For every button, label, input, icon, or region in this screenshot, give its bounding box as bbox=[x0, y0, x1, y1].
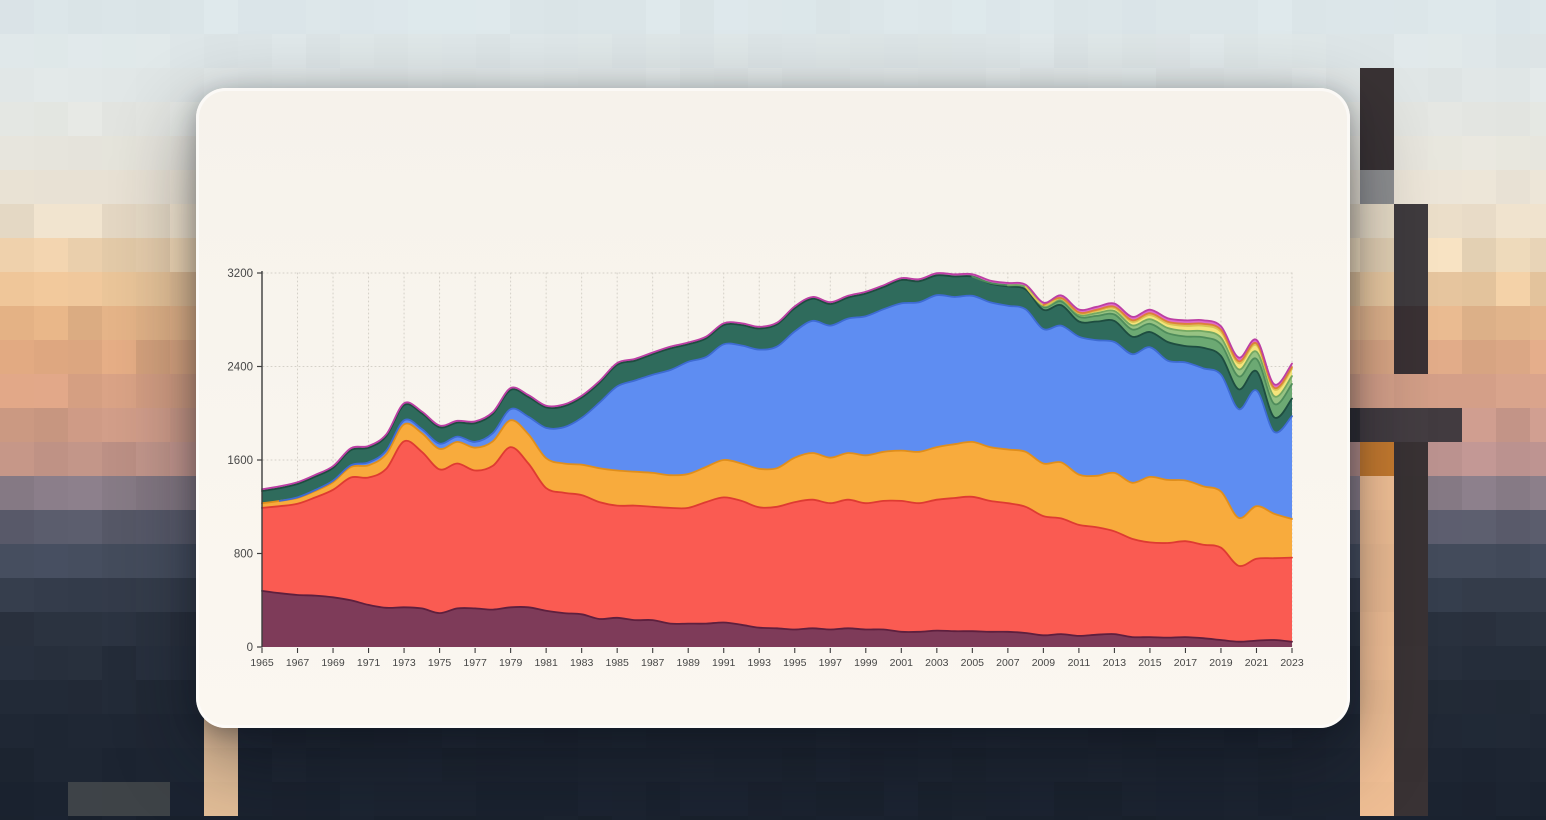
x-tick-label: 1987 bbox=[641, 657, 665, 669]
area-maroon[interactable] bbox=[262, 590, 1292, 647]
x-tick-label: 2019 bbox=[1209, 657, 1233, 669]
x-tick-label: 1973 bbox=[392, 657, 416, 669]
y-tick-label: 800 bbox=[234, 549, 253, 561]
x-tick-label: 1995 bbox=[783, 657, 807, 669]
axes: 0 800 1600 2400 3200 1965 1967 1969 1971 1973 1975… bbox=[227, 268, 1303, 669]
area-amber[interactable] bbox=[262, 420, 1292, 567]
x-tick-label: 2007 bbox=[996, 657, 1020, 669]
y-tick-label: 3200 bbox=[227, 268, 253, 280]
x-tick-label: 1999 bbox=[854, 657, 878, 669]
x-tick-label: 2015 bbox=[1138, 657, 1162, 669]
chart-card: 0 800 1600 2400 3200 1965 1967 1969 1971 1973 1975… bbox=[196, 88, 1350, 728]
x-tick-label: 1997 bbox=[819, 657, 843, 669]
x-tick-label: 1969 bbox=[321, 657, 345, 669]
edge-blue bbox=[278, 294, 1293, 502]
series-edges bbox=[261, 272, 1293, 643]
y-tick-label: 1600 bbox=[227, 455, 253, 467]
edge-orange bbox=[1042, 297, 1293, 390]
x-tick-label: 1993 bbox=[748, 657, 772, 669]
edge-amber bbox=[261, 419, 1293, 520]
x-tick-label: 1975 bbox=[428, 657, 452, 669]
x-tick-label: 1989 bbox=[677, 657, 701, 669]
x-tick-label: 1991 bbox=[712, 657, 736, 669]
area-blue[interactable] bbox=[262, 295, 1292, 519]
x-tick-label: 2005 bbox=[961, 657, 985, 669]
x-tick-label: 1985 bbox=[605, 657, 629, 669]
edge-light-green bbox=[1007, 284, 1293, 398]
x-tick-label: 1983 bbox=[570, 657, 594, 669]
stacked-area-chart[interactable]: 0 800 1600 2400 3200 1965 1967 1969 1971 1973 1975… bbox=[196, 88, 1350, 728]
x-tick-label: 1979 bbox=[499, 657, 523, 669]
x-tick-label: 2017 bbox=[1174, 657, 1198, 669]
x-tick-label: 1967 bbox=[286, 657, 310, 669]
x-tick-label: 2023 bbox=[1280, 657, 1304, 669]
x-tick-label: 1977 bbox=[463, 657, 487, 669]
x-tick-label: 2013 bbox=[1103, 657, 1127, 669]
y-axis-labels: 0 800 1600 2400 3200 bbox=[227, 268, 253, 654]
series-areas[interactable] bbox=[262, 272, 1292, 647]
edge-teal bbox=[261, 274, 1293, 492]
x-tick-label: 2003 bbox=[925, 657, 949, 669]
x-tick-label: 2021 bbox=[1245, 657, 1269, 669]
y-tick-label: 2400 bbox=[227, 362, 253, 374]
edge-red bbox=[261, 439, 1293, 567]
x-tick-label: 2001 bbox=[890, 657, 914, 669]
edge-pink bbox=[261, 272, 1293, 491]
x-tick-label: 1965 bbox=[250, 657, 274, 669]
x-tick-label: 2011 bbox=[1068, 657, 1091, 669]
x-tick-label: 1981 bbox=[534, 657, 558, 669]
edge-maroon bbox=[261, 590, 1293, 643]
y-tick-label: 0 bbox=[247, 642, 253, 654]
x-tick-label: 1971 bbox=[357, 657, 381, 669]
x-axis-labels: 1965 1967 1969 1971 1973 1975 1977 1979 1981 1983… bbox=[250, 657, 1304, 669]
x-tick-label: 2009 bbox=[1032, 657, 1056, 669]
area-red[interactable] bbox=[262, 440, 1292, 642]
